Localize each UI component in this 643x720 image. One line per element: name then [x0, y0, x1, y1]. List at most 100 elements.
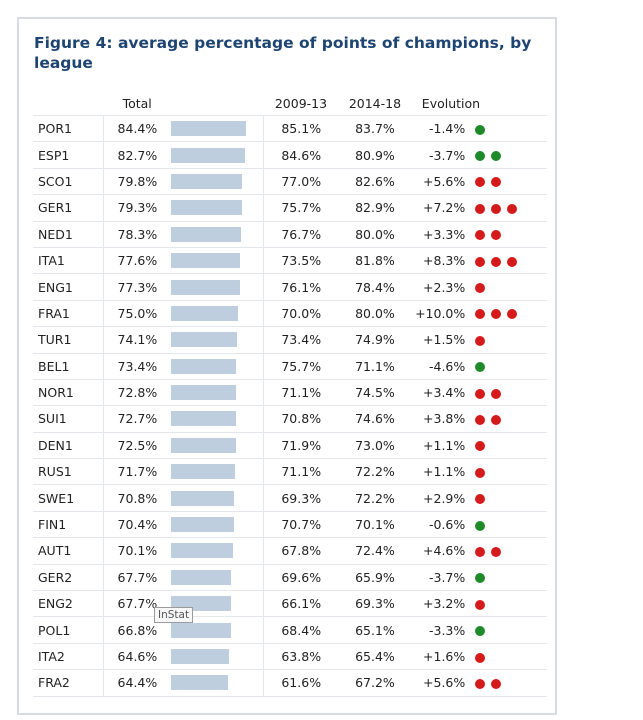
- red-dot-icon: [491, 256, 502, 267]
- bar-cell: [171, 431, 265, 459]
- evolution-value: +2.9%: [411, 484, 476, 512]
- total-value: 67.7%: [103, 563, 172, 591]
- value-2009-13: 69.6%: [263, 563, 339, 591]
- value-2009-13: 71.1%: [263, 458, 339, 485]
- table-row: POL1 66.8% 68.4% 65.1% -3.3%: [33, 616, 547, 644]
- bar-cell: [171, 458, 265, 485]
- red-dot-icon: [475, 335, 486, 346]
- green-dot-icon: [475, 151, 486, 162]
- total-value: 70.4%: [103, 510, 172, 538]
- evolution-dots: [475, 378, 547, 406]
- total-bar: [171, 385, 236, 401]
- total-value: 72.7%: [103, 405, 172, 433]
- evolution-value: +1.6%: [411, 642, 476, 670]
- red-dot-icon: [491, 546, 502, 557]
- table-row: NOR1 72.8% 71.1% 74.5% +3.4%: [33, 378, 547, 406]
- table-row: NED1 78.3% 76.7% 80.0% +3.3%: [33, 220, 547, 248]
- evolution-value: +3.3%: [411, 220, 476, 248]
- value-2009-13: 71.1%: [263, 378, 339, 406]
- evolution-dots: [475, 669, 547, 697]
- total-value: 70.8%: [103, 484, 172, 512]
- league-code: ITA1: [33, 246, 104, 274]
- evolution-dots: [475, 563, 547, 591]
- evolution-dots: [475, 590, 547, 617]
- header-2009-13: 2009-13: [274, 95, 328, 111]
- value-2014-18: 74.9%: [338, 326, 412, 354]
- evolution-value: +10.0%: [411, 299, 476, 327]
- total-value: 79.3%: [103, 194, 172, 222]
- value-2014-18: 78.4%: [338, 273, 412, 301]
- total-bar: [171, 200, 242, 216]
- total-value: 78.3%: [103, 220, 172, 248]
- figure-title: Figure 4: average percentage of points o…: [34, 34, 532, 72]
- value-2009-13: 68.4%: [263, 616, 339, 644]
- total-bar: [171, 332, 238, 348]
- value-2009-13: 77.0%: [263, 167, 339, 195]
- total-bar: [171, 226, 241, 242]
- value-2014-18: 65.4%: [338, 642, 412, 670]
- red-dot-icon: [475, 652, 486, 663]
- total-value: 82.7%: [103, 141, 172, 169]
- evolution-value: -0.6%: [411, 510, 476, 538]
- value-2014-18: 70.1%: [338, 510, 412, 538]
- total-bar: [171, 490, 235, 506]
- league-code: POR1: [33, 114, 104, 142]
- bar-cell: [171, 669, 265, 697]
- evolution-value: +3.8%: [411, 405, 476, 433]
- evolution-dots: [475, 352, 547, 380]
- total-bar: [171, 253, 241, 269]
- table-row: ENG2 67.7% 66.1% 69.3% +3.2%: [33, 590, 547, 617]
- evolution-dots: [475, 167, 547, 195]
- value-2009-13: 69.3%: [263, 484, 339, 512]
- bar-cell: [171, 141, 265, 169]
- value-2014-18: 65.1%: [338, 616, 412, 644]
- green-dot-icon: [475, 520, 486, 531]
- league-code: ITA2: [33, 642, 104, 670]
- value-2009-13: 70.7%: [263, 510, 339, 538]
- bar-cell: [171, 405, 265, 433]
- table-row: RUS1 71.7% 71.1% 72.2% +1.1%: [33, 458, 547, 485]
- evolution-dots: [475, 431, 547, 459]
- evolution-dots: [475, 299, 547, 327]
- total-bar: [171, 121, 247, 137]
- evolution-value: +1.1%: [411, 458, 476, 485]
- green-dot-icon: [475, 124, 486, 135]
- league-code: TUR1: [33, 326, 104, 354]
- evolution-dots: [475, 114, 547, 142]
- table-row: SCO1 79.8% 77.0% 82.6% +5.6%: [33, 167, 547, 195]
- total-value: 77.3%: [103, 273, 172, 301]
- table-row: SWE1 70.8% 69.3% 72.2% +2.9%: [33, 484, 547, 512]
- evolution-dots: [475, 642, 547, 670]
- red-dot-icon: [491, 230, 502, 241]
- league-code: SWE1: [33, 484, 104, 512]
- value-2009-13: 84.6%: [263, 141, 339, 169]
- value-2009-13: 66.1%: [263, 590, 339, 617]
- value-2014-18: 71.1%: [338, 352, 412, 380]
- evolution-dots: [475, 458, 547, 485]
- league-code: NOR1: [33, 378, 104, 406]
- value-2014-18: 73.0%: [338, 431, 412, 459]
- red-dot-icon: [475, 546, 486, 557]
- total-value: 72.8%: [103, 378, 172, 406]
- red-dot-icon: [491, 203, 502, 214]
- evolution-dots: [475, 484, 547, 512]
- total-bar: [171, 569, 232, 585]
- total-bar: [171, 437, 236, 453]
- evolution-value: +7.2%: [411, 194, 476, 222]
- value-2009-13: 75.7%: [263, 352, 339, 380]
- bar-cell: [171, 537, 265, 565]
- red-dot-icon: [475, 283, 486, 294]
- evolution-value: -1.4%: [411, 114, 476, 142]
- table-row: BEL1 73.4% 75.7% 71.1% -4.6%: [33, 352, 547, 380]
- league-code: BEL1: [33, 352, 104, 380]
- red-dot-icon: [491, 388, 502, 399]
- league-code: SCO1: [33, 167, 104, 195]
- bar-cell: [171, 642, 265, 670]
- evolution-value: -3.7%: [411, 563, 476, 591]
- evolution-value: +1.1%: [411, 431, 476, 459]
- red-dot-icon: [475, 256, 486, 267]
- red-dot-icon: [491, 414, 502, 425]
- value-2014-18: 80.0%: [338, 299, 412, 327]
- bar-cell: [171, 299, 265, 327]
- red-dot-icon: [475, 177, 486, 188]
